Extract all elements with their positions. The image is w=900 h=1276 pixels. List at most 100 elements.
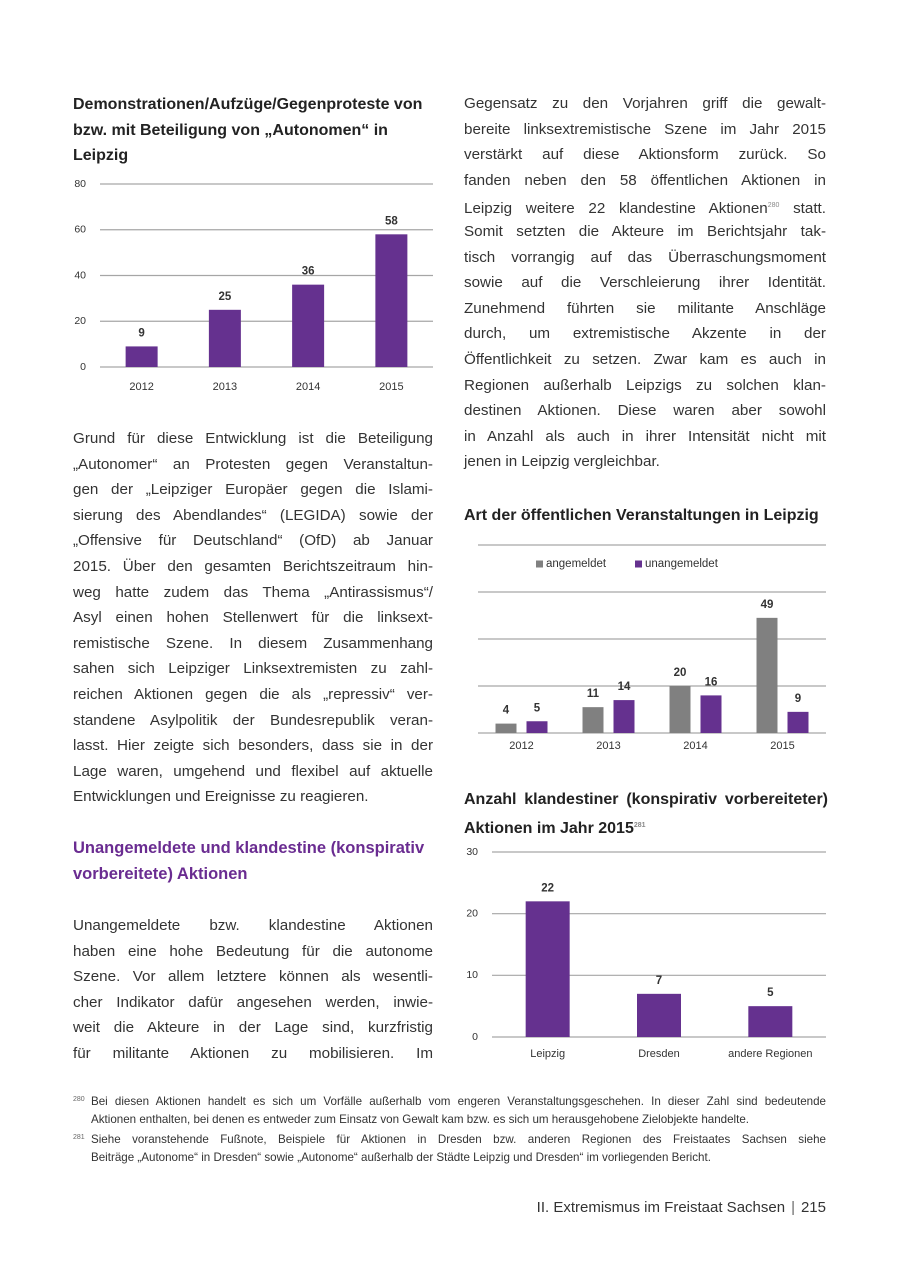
chart: 0 10 20 30 Leipzig 22 Dresden 7 andere Regionen 5: [466, 846, 826, 1060]
bar: [613, 700, 635, 733]
text-line: tisch vorrangig auf das Überraschungsmom…: [464, 248, 826, 266]
bar: [292, 284, 325, 367]
chart: 2012 4 5 2013 11 14 2014 20 16 2015 49 9 angemeldet u…: [478, 544, 826, 752]
text-line: Grund für diese Entwicklung ist die Bete…: [73, 430, 433, 447]
y-tick-label: 80: [74, 178, 86, 190]
text-line: Somit setzten die Akteure im Berichtsjah…: [464, 222, 826, 240]
y-tick-label: 20: [466, 907, 478, 919]
y-tick-label: 40: [74, 269, 86, 281]
x-tick-label: andere Regionen: [728, 1048, 812, 1060]
footnote-line: Bei diesen Aktionen handelt es sich um V…: [91, 1095, 826, 1108]
chart-title-text: Anzahl klandestiner (konspirativ vorbere…: [464, 791, 828, 837]
text-line: remistische Szene. In diesem Zusammenhan…: [73, 634, 433, 652]
chart-title: Anzahl klandestiner (konspirativ vorbere…: [464, 787, 828, 841]
text-segment: Leipzig weitere 22 klandestine Aktionen: [464, 200, 768, 218]
text-line: haben eine hohe Bedeutung für die autono…: [73, 942, 433, 960]
footnotes: 280 Bei diesen Aktionen handelt es sich u…: [73, 1093, 826, 1169]
paragraph: Gegensatz zu den Vorjahren griff die gew…: [464, 91, 826, 475]
chart-title: Art der öffentlichen Veranstaltungen in …: [464, 507, 819, 524]
text-line: Asyl einen hohen Stellenwert für die lin…: [73, 609, 433, 627]
x-tick-label: 2014: [296, 381, 320, 393]
footnote-line: Aktionen enthalten, bei denen es entwede…: [91, 1113, 750, 1126]
x-tick-label: 2013: [596, 740, 620, 752]
legend-label: angemeldet: [546, 558, 607, 570]
bar: [125, 346, 158, 367]
bar: [525, 901, 570, 1037]
bar: [669, 686, 691, 733]
text-line: sahen sich Leipziger Linksextremisten zu…: [73, 660, 433, 678]
y-tick-label: 30: [466, 846, 478, 858]
text-segment: statt.: [793, 200, 826, 218]
value-label: 22: [541, 882, 554, 894]
value-label: 11: [587, 688, 600, 700]
text-line: in Anzahl als auch in ihrer Intensität n…: [464, 427, 826, 445]
footnote-line: Beiträge „Autonome“ in Dresden“ sowie „A…: [91, 1151, 711, 1164]
y-tick-label: 20: [74, 315, 86, 327]
value-label: 14: [618, 681, 631, 693]
value-label: 7: [656, 975, 662, 987]
text-line: Öffentlichkeit zu setzen. Zwar kam es au…: [464, 350, 826, 368]
y-tick-label: 10: [466, 969, 478, 981]
chart-title: Demonstrationen/Aufzüge/Gegenproteste vo…: [73, 96, 423, 164]
bar: [637, 993, 681, 1037]
separator: |: [791, 1199, 795, 1216]
x-tick-label: 2015: [770, 740, 794, 752]
value-label: 16: [705, 676, 718, 688]
text-line: Regionen außerhalb Leipzigs zu solchen k…: [464, 376, 826, 394]
chart: 0 20 40 60 80 2012 9 2013 25 2014 36 2015 58: [74, 178, 433, 393]
value-label: 5: [534, 702, 541, 714]
text-line: „Autonomer“ an Protesten gegen Veranstal…: [73, 455, 433, 473]
legend-label: unangemeldet: [645, 558, 719, 570]
value-label: 20: [674, 667, 687, 679]
x-tick-label: 2014: [683, 740, 707, 752]
y-tick-label: 0: [472, 1031, 478, 1043]
bar: [375, 234, 408, 367]
bar: [748, 1006, 793, 1037]
value-label: 58: [385, 215, 398, 227]
text-line: verstärkt auf diese Aktionsform zurück. …: [464, 146, 826, 164]
value-label: 9: [138, 327, 144, 339]
bar: [700, 695, 722, 733]
x-tick-label: 2013: [213, 381, 237, 393]
footnote: 280 Bei diesen Aktionen handelt es sich u…: [73, 1093, 826, 1129]
legend-swatch: [536, 560, 543, 568]
text-line: gen der „Leipziger Europäer gegen die Is…: [73, 481, 433, 499]
page-number: 215: [800, 1199, 826, 1216]
footer-section: II. Extremismus im Freistaat Sachsen: [536, 1199, 786, 1216]
paragraph: Unangemeldete bzw. klandestine Aktionen h…: [73, 913, 433, 1067]
y-tick-label: 0: [80, 361, 86, 373]
x-tick-label: Leipzig: [530, 1048, 565, 1060]
text-line: Szene. Vor allem letztere können als wes…: [73, 968, 433, 986]
text-line: Unangemeldete bzw. klandestine Aktionen: [73, 917, 433, 934]
text-line: Leipzig weitere 22 klandestine Aktionen2…: [464, 193, 826, 219]
text-line: Lage waren, umgehend und flexibel auf ak…: [73, 762, 433, 780]
bar: [526, 721, 548, 733]
legend-swatch: [635, 560, 642, 568]
value-label: 5: [767, 987, 774, 999]
bar: [208, 309, 241, 367]
x-tick-label: Dresden: [638, 1048, 680, 1060]
text-line: destinen Aktionen. Diese waren aber sowo…: [464, 402, 826, 420]
bar: [495, 723, 517, 733]
text-line: weit die Akteure in der Lage sind, kurzf…: [73, 1019, 433, 1037]
text-line: weg hatte zudem das Thema „Antirassismus…: [73, 583, 433, 601]
value-label: 49: [761, 599, 774, 611]
text-line: Zunehmend führten sie militante Anschläg…: [464, 299, 826, 317]
text-line: 2015. Über den gesamten Berichtszeitraum…: [73, 557, 433, 575]
bar: [582, 707, 604, 733]
text-line: reichen Aktionen gegen die als „repressi…: [73, 685, 433, 703]
x-tick-label: 2012: [509, 740, 533, 752]
value-label: 9: [795, 693, 801, 705]
footnote-number: 280: [73, 1096, 85, 1103]
x-tick-label: 2015: [379, 381, 403, 393]
text-line: cher Indikator dafür angesehen werden, i…: [73, 993, 433, 1011]
footnote-line: Siehe voranstehende Fußnote, Beispiele f…: [91, 1133, 826, 1146]
text-line: „Offensive für Deutschland“ (OfD) ab Jan…: [73, 532, 433, 550]
footnote-ref: 281: [633, 821, 646, 829]
value-label: 36: [302, 266, 315, 278]
value-label: 25: [218, 291, 231, 303]
bar: [787, 711, 809, 733]
text-line: fanden neben den 58 öffentlichen Aktione…: [464, 171, 826, 189]
footnote-ref: 280: [767, 202, 780, 210]
